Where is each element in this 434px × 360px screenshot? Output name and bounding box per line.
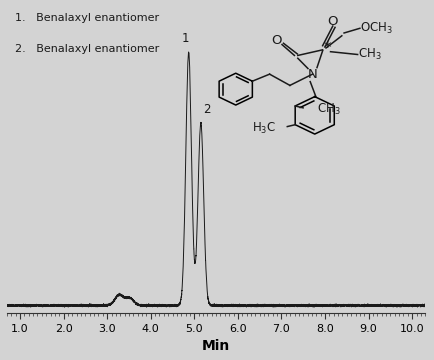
Text: N: N — [308, 68, 317, 81]
Text: 1.   Benalaxyl enantiomer: 1. Benalaxyl enantiomer — [15, 13, 159, 23]
Text: H$_3$C: H$_3$C — [252, 121, 276, 136]
X-axis label: Min: Min — [202, 339, 230, 353]
Text: O: O — [271, 34, 282, 47]
Text: OCH$_3$: OCH$_3$ — [360, 21, 393, 36]
Text: 2: 2 — [203, 103, 210, 116]
Text: *: * — [323, 41, 331, 57]
Text: 1: 1 — [181, 32, 189, 45]
Text: CH$_3$: CH$_3$ — [358, 47, 381, 62]
Text: 2.   Benalaxyl enantiomer: 2. Benalaxyl enantiomer — [15, 44, 160, 54]
Text: O: O — [328, 15, 338, 28]
Text: CH$_3$: CH$_3$ — [317, 102, 340, 117]
